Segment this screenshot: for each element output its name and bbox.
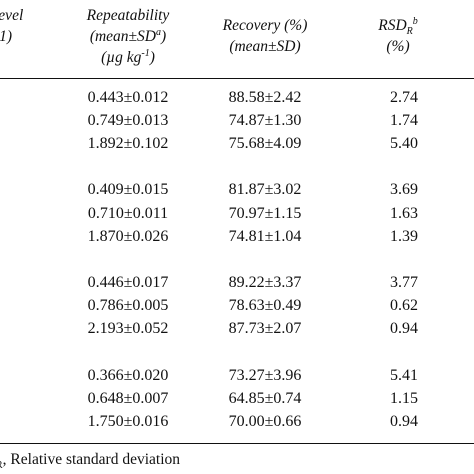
table-cell-recovery: 78.63±0.49 (228, 297, 302, 314)
header-repeatability-unit-end: ) (149, 49, 155, 66)
header-repeatability-unit-exponent: -1 (141, 47, 150, 59)
header-repeatability: Repeatability (mean±SDa) (µg kg-1) (58, 5, 198, 68)
table-bottom-rule (0, 443, 474, 444)
table-cell-rsd: 2.74 (390, 89, 418, 106)
header-repeatability-line1: Repeatability (86, 7, 170, 24)
header-rsd-line2: (%) (386, 38, 410, 55)
table-cell-rsd: 3.77 (390, 274, 418, 291)
table-cell-rsd: 0.62 (390, 297, 418, 314)
footnote-marker-b: b (412, 15, 418, 27)
header-recovery: Recovery (%) (mean±SD) (190, 15, 340, 57)
table-cell-rsd: 1.74 (390, 112, 418, 129)
header-repeatability-line2: (mean±SDa) (58, 26, 198, 47)
table-cell-repeatability: 0.366±0.020 (87, 367, 169, 384)
header-repeatability-unit-main: (µg kg (101, 49, 142, 66)
header-divider (0, 78, 474, 79)
table-cell-repeatability: 1.750±0.016 (87, 413, 169, 430)
footnote-rsd: R, Relative standard deviation (0, 451, 181, 471)
table-cell-recovery: 70.00±0.66 (228, 413, 302, 430)
header-repeatability-line2-main: (mean±SD (89, 28, 156, 45)
table-cell-recovery: 74.81±1.04 (228, 228, 302, 245)
table-cell-rsd: 1.39 (390, 228, 418, 245)
header-level-line1: level (0, 7, 24, 24)
table-cell-recovery: 64.85±0.74 (228, 390, 302, 407)
header-rsd-main: RSD (378, 17, 407, 34)
table-cell-recovery: 75.68±4.09 (228, 135, 302, 152)
table-cell-repeatability: 0.446±0.017 (87, 274, 169, 291)
table-cell-rsd: 3.69 (390, 181, 418, 198)
header-repeatability-line3: (µg kg-1) (58, 47, 198, 68)
table-cell-repeatability: 1.892±0.102 (87, 135, 169, 152)
table-cell-repeatability: 1.870±0.026 (87, 228, 169, 245)
table-cell-recovery: 81.87±3.02 (228, 181, 302, 198)
table-cell-rsd: 0.94 (390, 413, 418, 430)
table-cell-recovery: 74.87±1.30 (228, 112, 302, 129)
table-cell-recovery: 87.73±2.07 (228, 320, 302, 337)
table-cell-recovery: 73.27±3.96 (228, 367, 302, 384)
footnote-subscript: R (0, 460, 3, 471)
header-rsd-line1: RSDRb (348, 15, 448, 36)
table-cell-recovery: 88.58±2.42 (228, 89, 302, 106)
footnote-text: , Relative standard deviation (2, 451, 181, 468)
table-cell-rsd: 1.15 (390, 390, 418, 407)
header-recovery-line1: Recovery (%) (222, 17, 308, 34)
table-cell-repeatability: 2.193±0.052 (87, 320, 169, 337)
table-cell-rsd: 1.63 (390, 205, 418, 222)
table-cell-repeatability: 0.710±0.011 (87, 205, 169, 222)
table-cell-rsd: 5.40 (390, 135, 418, 152)
table-cell-repeatability: 0.409±0.015 (87, 181, 169, 198)
header-level-line2: -1) (0, 28, 13, 45)
table-cell-recovery: 70.97±1.15 (228, 205, 302, 222)
table-cell-repeatability: 0.443±0.012 (87, 89, 169, 106)
header-rsd: RSDRb (%) (348, 15, 448, 57)
table-cell-rsd: 0.94 (390, 320, 418, 337)
header-level: level -1) (0, 5, 23, 47)
table-cell-repeatability: 0.749±0.013 (87, 112, 169, 129)
footnote-marker-a: a (156, 26, 161, 38)
header-rsd-subscript: R (406, 26, 413, 38)
table-cell-recovery: 89.22±3.37 (228, 274, 302, 291)
header-recovery-line2: (mean±SD) (229, 38, 301, 55)
header-repeatability-line2-end: ) (161, 28, 167, 45)
table-cell-repeatability: 0.648±0.007 (87, 390, 169, 407)
table-cell-repeatability: 0.786±0.005 (87, 297, 169, 314)
table-cell-rsd: 5.41 (390, 367, 418, 384)
